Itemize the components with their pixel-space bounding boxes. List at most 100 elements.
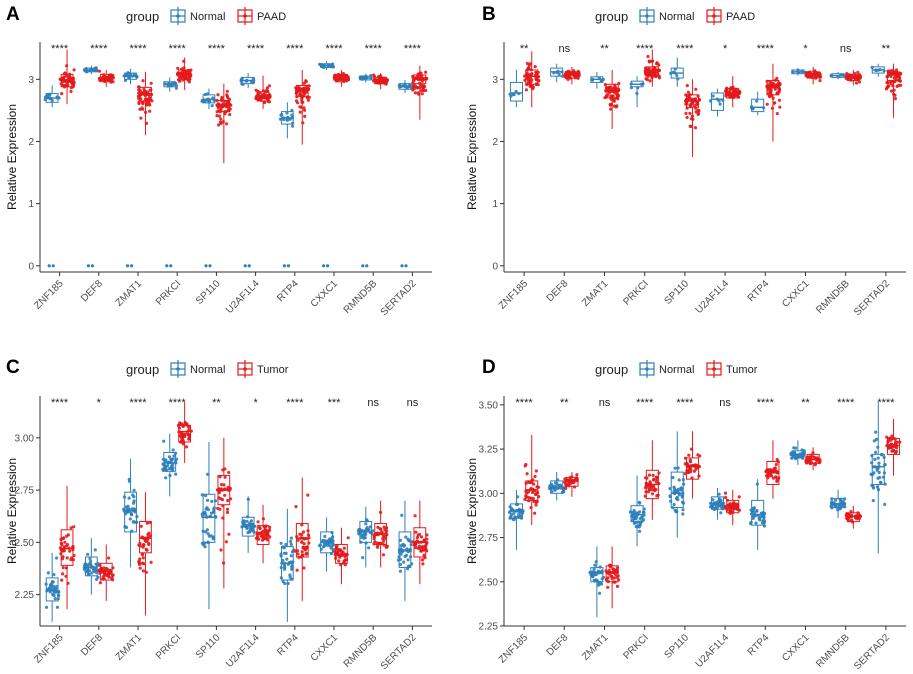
data-point	[650, 488, 654, 492]
data-point	[289, 542, 293, 547]
data-point	[141, 545, 145, 549]
y-axis-title: Relative Expression	[5, 458, 19, 564]
x-tick-label: RMND5B	[814, 632, 852, 670]
box-normal	[668, 431, 686, 538]
data-point	[775, 112, 779, 116]
legend-title: group	[126, 9, 159, 24]
x-tick-label: ZNF185	[32, 278, 66, 312]
legend-key-dot	[243, 14, 247, 18]
zero-point	[126, 264, 130, 268]
data-point	[533, 474, 537, 479]
data-point	[68, 549, 72, 553]
x-tick-label: RTP4	[275, 278, 301, 304]
y-tick-label: 1	[28, 199, 34, 210]
significance-label: *	[723, 43, 728, 55]
data-point	[752, 514, 756, 518]
zero-point	[51, 264, 55, 268]
box-tumor	[293, 477, 311, 601]
data-point	[606, 87, 610, 91]
data-point	[364, 522, 368, 526]
data-point	[531, 490, 535, 495]
category-def8: DEF8 ****	[79, 43, 115, 304]
data-point	[813, 463, 817, 467]
data-point	[694, 87, 698, 91]
box-iqr	[60, 529, 74, 566]
data-point	[672, 502, 676, 507]
data-point	[60, 578, 64, 582]
data-point	[171, 448, 175, 452]
data-point	[889, 80, 893, 84]
data-point	[766, 83, 771, 87]
x-tick-label: ZMAT1	[114, 278, 145, 309]
data-point	[300, 540, 304, 544]
data-point	[612, 99, 616, 103]
data-point	[688, 111, 692, 115]
data-point	[719, 511, 723, 515]
box-iqr	[887, 71, 901, 82]
data-point	[245, 519, 249, 523]
box-paad	[844, 69, 863, 86]
data-point	[216, 506, 220, 510]
data-point	[711, 498, 715, 502]
data-point	[224, 540, 228, 544]
box-paad	[372, 73, 389, 90]
significance-label: ****	[365, 43, 383, 55]
significance-label: ****	[129, 43, 147, 55]
data-point	[66, 83, 70, 87]
x-tick-label: SERTAD2	[852, 632, 892, 672]
data-point	[833, 498, 838, 502]
legend-key-dot	[243, 367, 247, 371]
data-point	[687, 470, 691, 475]
box-tumor	[216, 437, 233, 589]
box-iqr	[45, 577, 59, 602]
data-point	[681, 512, 685, 516]
data-point	[170, 467, 174, 471]
data-point	[139, 524, 143, 528]
box-tumor	[804, 447, 822, 471]
data-point	[204, 530, 208, 534]
data-point	[225, 510, 230, 514]
data-point	[65, 74, 69, 78]
x-tick-label: CXXC1	[309, 632, 341, 664]
box-iqr	[525, 69, 539, 85]
data-point	[215, 114, 219, 118]
x-tick-label: DEF8	[545, 632, 571, 658]
data-point	[225, 507, 230, 511]
data-point	[525, 472, 529, 476]
data-point	[885, 85, 890, 89]
x-tick-label: SP110	[194, 632, 223, 661]
zero-point	[130, 264, 134, 268]
data-point	[755, 509, 759, 513]
data-point	[301, 121, 305, 125]
data-point	[140, 553, 144, 557]
data-point	[416, 546, 420, 550]
data-point	[695, 101, 699, 105]
category-zmat1: ZMAT1 ****	[114, 43, 154, 309]
data-point	[635, 511, 639, 515]
data-point	[337, 559, 341, 563]
data-point	[420, 79, 424, 83]
data-point	[174, 86, 178, 90]
box-paad	[136, 71, 154, 136]
legend-label: Normal	[659, 364, 694, 376]
box-normal	[588, 546, 606, 618]
box-iqr	[398, 531, 412, 568]
data-point	[226, 96, 230, 100]
data-point	[145, 548, 149, 552]
data-point	[554, 481, 558, 485]
data-point	[138, 107, 142, 111]
data-point	[398, 569, 402, 573]
data-point	[218, 108, 222, 112]
data-point	[250, 528, 254, 532]
category-sp110: SP110 ****	[663, 397, 702, 661]
data-point	[149, 560, 153, 564]
data-point	[774, 462, 778, 467]
data-point	[265, 86, 270, 90]
data-point	[676, 487, 681, 491]
data-point	[281, 580, 285, 584]
data-point	[69, 526, 73, 530]
y-tick-label: 2.50	[479, 577, 499, 588]
box-tumor	[683, 431, 702, 499]
legend-key-dot	[645, 367, 649, 371]
